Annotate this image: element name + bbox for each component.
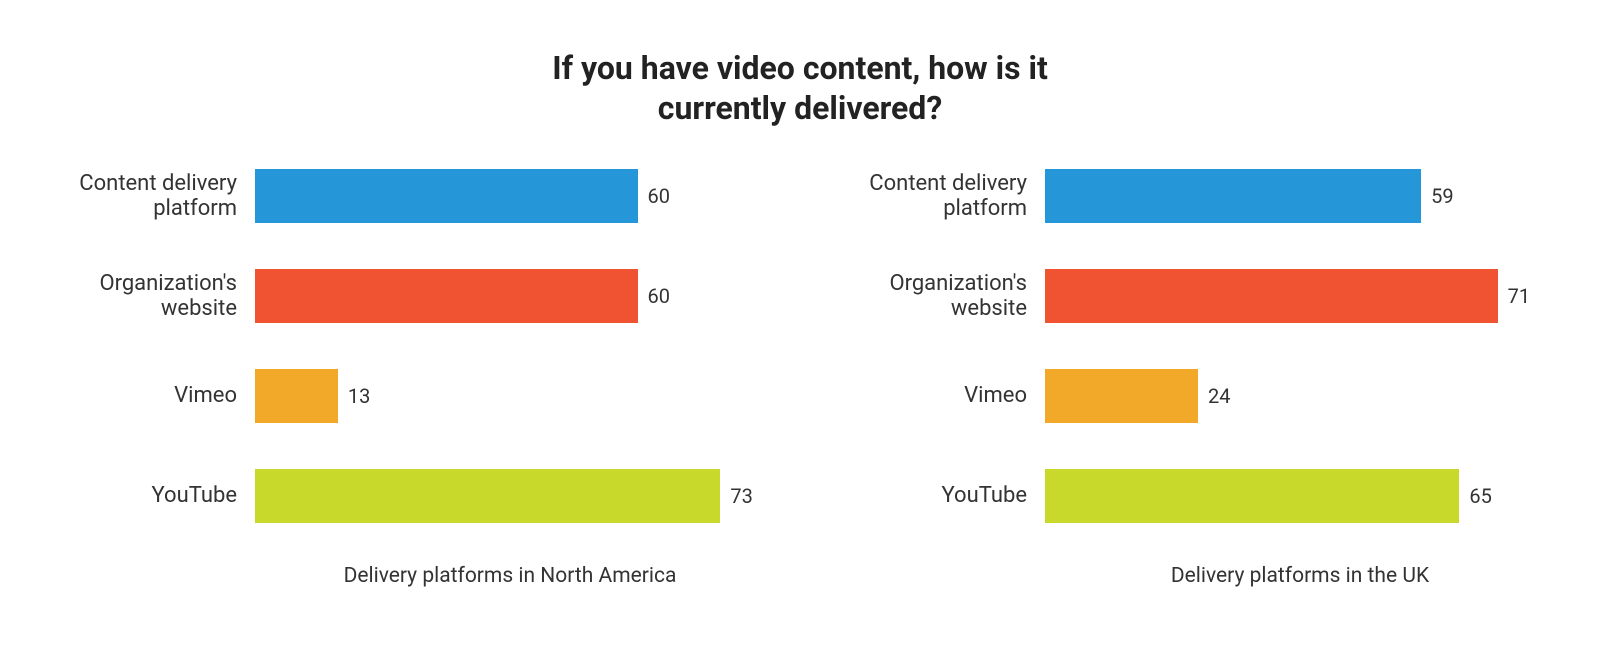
- bar-row: Organization's website 71: [835, 266, 1555, 326]
- bar-zone: 13: [255, 369, 765, 423]
- panel-uk-rows: Content delivery platform 59 Organizatio…: [835, 166, 1555, 526]
- bar: [1045, 369, 1198, 423]
- bar-zone: 71: [1045, 269, 1555, 323]
- bar-zone: 60: [255, 269, 765, 323]
- bar-zone: 60: [255, 169, 765, 223]
- panels-container: Content delivery platform 60 Organizatio…: [0, 128, 1600, 588]
- bar: [255, 369, 338, 423]
- category-label: Vimeo: [45, 383, 255, 408]
- bar-row: Vimeo 13: [45, 366, 765, 426]
- bar: [255, 469, 720, 523]
- bar: [1045, 469, 1459, 523]
- bar-zone: 59: [1045, 169, 1555, 223]
- category-label: Organization's website: [45, 271, 255, 322]
- value-label: 24: [1198, 384, 1230, 408]
- value-label: 65: [1459, 484, 1491, 508]
- value-label: 13: [338, 384, 370, 408]
- category-label: YouTube: [835, 483, 1045, 508]
- value-label: 59: [1421, 184, 1453, 208]
- bar-row: Vimeo 24: [835, 366, 1555, 426]
- panel-na-rows: Content delivery platform 60 Organizatio…: [45, 166, 765, 526]
- value-label: 60: [638, 184, 670, 208]
- bar-row: YouTube 73: [45, 466, 765, 526]
- x-axis-label: Delivery platforms in North America: [45, 564, 765, 588]
- value-label: 73: [720, 484, 752, 508]
- category-label: Vimeo: [835, 383, 1045, 408]
- bar-zone: 24: [1045, 369, 1555, 423]
- bar-zone: 73: [255, 469, 765, 523]
- bar-row: Content delivery platform 59: [835, 166, 1555, 226]
- bar-row: Content delivery platform 60: [45, 166, 765, 226]
- chart-title-line2: currently delivered?: [658, 89, 942, 127]
- bar: [1045, 169, 1421, 223]
- category-label: Organization's website: [835, 271, 1045, 322]
- bar-zone: 65: [1045, 469, 1555, 523]
- panel-north-america: Content delivery platform 60 Organizatio…: [45, 166, 765, 588]
- category-label: Content delivery platform: [835, 171, 1045, 222]
- bar-row: YouTube 65: [835, 466, 1555, 526]
- panel-uk: Content delivery platform 59 Organizatio…: [835, 166, 1555, 588]
- bar: [255, 169, 638, 223]
- category-label: Content delivery platform: [45, 171, 255, 222]
- value-label: 71: [1498, 284, 1530, 308]
- x-axis-label: Delivery platforms in the UK: [835, 564, 1555, 588]
- bar: [1045, 269, 1498, 323]
- bar-row: Organization's website 60: [45, 266, 765, 326]
- bar: [255, 269, 638, 323]
- category-label: YouTube: [45, 483, 255, 508]
- value-label: 60: [638, 284, 670, 308]
- chart-title-line1: If you have video content, how is it: [552, 49, 1048, 87]
- chart-title: If you have video content, how is it cur…: [0, 0, 1600, 128]
